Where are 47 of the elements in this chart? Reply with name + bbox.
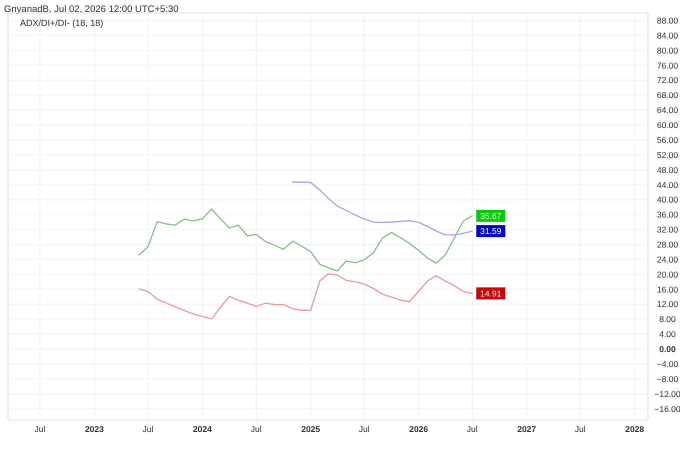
- y-tick-label: −8.00: [656, 374, 679, 384]
- y-tick-label: 32.00: [656, 224, 678, 235]
- y-tick-label: 48.00: [656, 164, 678, 175]
- y-tick-label: 64.00: [656, 105, 678, 116]
- y-tick-label: 76.00: [656, 60, 678, 70]
- y-tick-label: 44.00: [656, 180, 678, 190]
- y-tick-label: −12.00: [654, 388, 680, 399]
- y-tick-label: 24.00: [656, 254, 678, 264]
- y-tick-label: 80.00: [656, 45, 678, 56]
- y-tick-label: 20.00: [656, 269, 678, 280]
- x-tick-label: 2028: [625, 424, 644, 434]
- x-tick-label: Jul: [466, 424, 478, 434]
- y-tick-label: 60.00: [656, 120, 678, 130]
- text: ADX/DI+/DI- (18, 18): [20, 18, 104, 28]
- y-tick-label: 52.00: [656, 150, 678, 160]
- line-series: [292, 182, 473, 236]
- x-tick-label: 2023: [84, 424, 104, 434]
- chart-subtitle: GnyanadB, Jul 02, 2026 12:00 UTC+5:30: [4, 4, 179, 15]
- y-tick-label: −16.00: [654, 404, 680, 414]
- x-tick-label: Jul: [142, 424, 154, 434]
- x-tick-label: 2025: [301, 424, 320, 434]
- data-label: 31.59: [480, 226, 502, 236]
- y-tick-label: 8.00: [659, 314, 676, 324]
- y-tick-label: 4.00: [659, 329, 676, 340]
- x-tick-label: Jul: [358, 424, 370, 434]
- y-tick-label: 88.00: [656, 15, 678, 26]
- line-series: [138, 208, 473, 272]
- y-tick-label: 12.00: [656, 299, 678, 310]
- y-tick-label: 28.00: [656, 240, 678, 250]
- y-tick-label: 56.00: [656, 134, 678, 145]
- y-tick-label: −4.00: [656, 358, 679, 369]
- x-tick-label: 2024: [192, 424, 212, 434]
- x-tick-label: 2026: [409, 424, 428, 434]
- x-tick-label: Jul: [574, 424, 586, 434]
- y-tick-label: 68.00: [656, 90, 678, 100]
- x-tick-label: Jul: [250, 424, 262, 434]
- x-tick-label: 2027: [517, 424, 536, 434]
- x-tick-label: Jul: [34, 424, 46, 434]
- y-tick-label: 84.00: [656, 30, 678, 40]
- y-tick-label: 0.00: [659, 344, 676, 354]
- data-label: 14.91: [480, 288, 502, 298]
- y-tick-label: 72.00: [656, 75, 678, 86]
- y-tick-label: 40.00: [656, 194, 678, 205]
- y-tick-label: 36.00: [656, 210, 678, 220]
- y-tick-label: 16.00: [656, 284, 678, 294]
- data-label: 35.67: [480, 210, 502, 221]
- line-series: [138, 273, 473, 320]
